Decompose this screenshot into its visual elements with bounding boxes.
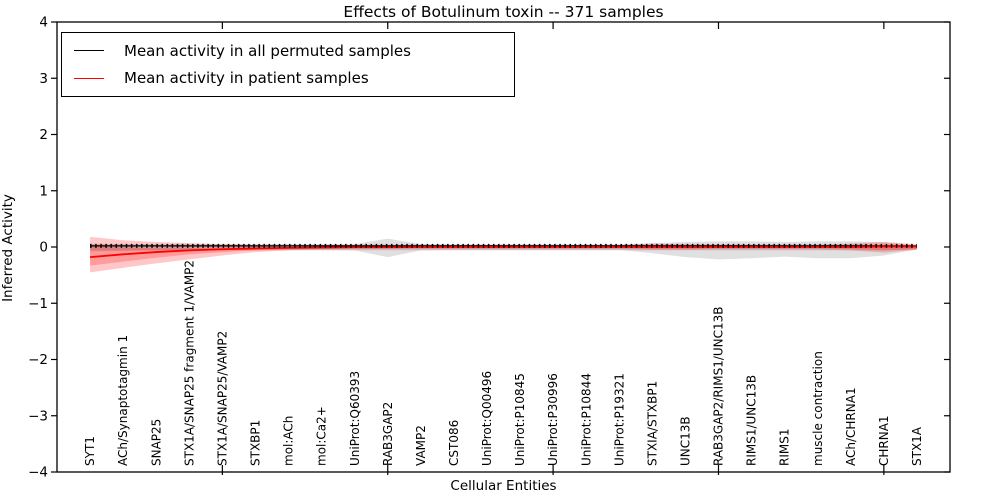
x-category-label: RAB3GAP2/RIMS1/UNC13B <box>712 306 726 466</box>
x-category-label: RIMS1 <box>778 429 792 466</box>
x-category-label: STX1A/SNAP25 fragment 1/VAMP2 <box>182 260 196 466</box>
x-category-label: UniProt:Q60393 <box>348 371 362 466</box>
x-category-label: UniProt:P10845 <box>513 373 527 466</box>
x-axis-label: Cellular Entities <box>450 478 557 494</box>
legend-entry-permuted: Mean activity in all permuted samples <box>74 38 514 64</box>
y-tick-label: 4 <box>39 15 48 31</box>
legend: Mean activity in all permuted samples Me… <box>61 32 515 97</box>
y-tick-label: −1 <box>28 296 48 312</box>
x-category-label: SYT1 <box>83 436 97 466</box>
x-category-label: SNAP25 <box>149 419 163 466</box>
permuted-std-wide-band <box>90 238 917 260</box>
y-tick-label: −4 <box>28 465 48 481</box>
y-tick-label: −2 <box>28 352 48 368</box>
x-category-label: mol:Ca2+ <box>315 406 329 466</box>
legend-label: Mean activity in patient samples <box>124 69 369 88</box>
legend-label: Mean activity in all permuted samples <box>124 41 411 60</box>
x-category-label: ACh/Synaptotagmin 1 <box>116 335 130 466</box>
y-axis-label: Inferred Activity <box>0 194 16 302</box>
x-category-label: RAB3GAP2 <box>381 402 395 466</box>
x-category-label: UNC13B <box>678 416 692 466</box>
x-category-label: RIMS1/UNC13B <box>745 375 759 466</box>
y-tick-label: 1 <box>39 183 48 199</box>
y-tick-label: 3 <box>39 71 48 87</box>
x-category-label: CST086 <box>447 420 461 466</box>
x-category-label: mol:ACh <box>282 416 296 466</box>
x-category-label: STXIA/STXBP1 <box>645 381 659 466</box>
x-category-label: UniProt:P30996 <box>546 373 560 466</box>
x-category-label: STXBP1 <box>249 420 263 466</box>
x-category-label: UniProt:Q00496 <box>480 371 494 466</box>
x-category-label: VAMP2 <box>414 425 428 466</box>
permuted-line-swatch-icon <box>74 50 104 52</box>
y-tick-label: −3 <box>28 408 48 424</box>
x-category-label: CHRNA1 <box>877 415 891 466</box>
x-category-label: STX1A <box>910 426 924 466</box>
x-category-label: ACh/CHRNA1 <box>844 387 858 466</box>
x-category-label: muscle contraction <box>811 351 825 466</box>
x-category-label: UniProt:P10844 <box>579 373 593 466</box>
y-tick-label: 2 <box>39 127 48 143</box>
legend-entry-patient: Mean activity in patient samples <box>74 65 514 91</box>
y-tick-label: 0 <box>39 240 48 256</box>
x-category-label: UniProt:P19321 <box>612 373 626 466</box>
patient-line-swatch-icon <box>74 77 104 79</box>
chart-title: Effects of Botulinum toxin -- 371 sample… <box>343 3 664 21</box>
x-category-label: STX1A/SNAP25/VAMP2 <box>215 331 229 466</box>
